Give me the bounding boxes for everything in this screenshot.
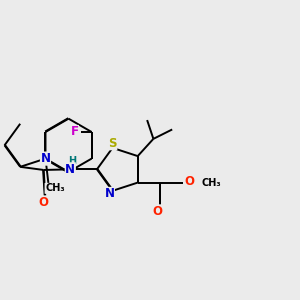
Text: N: N	[40, 152, 50, 165]
Text: O: O	[152, 205, 162, 218]
Text: CH₃: CH₃	[45, 183, 65, 194]
Text: N: N	[65, 163, 75, 176]
Text: F: F	[70, 125, 78, 139]
Text: H: H	[68, 156, 76, 166]
Text: N: N	[104, 188, 114, 200]
Text: CH₃: CH₃	[202, 178, 221, 188]
Text: O: O	[184, 175, 194, 188]
Text: S: S	[108, 137, 117, 150]
Text: O: O	[39, 196, 49, 209]
